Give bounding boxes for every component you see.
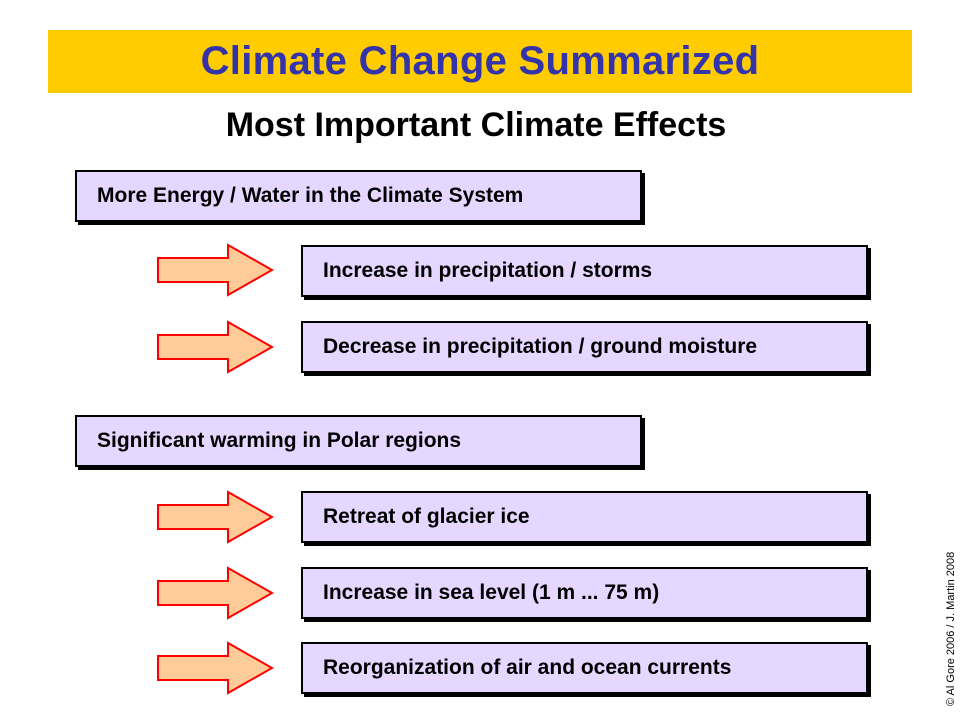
right-arrow-icon [157, 243, 274, 297]
effect-box-glacier-retreat: Retreat of glacier ice [301, 491, 868, 543]
effect-label: Reorganization of air and ocean currents [323, 656, 732, 679]
effect-box-sea-level: Increase in sea level (1 m ... 75 m) [301, 567, 868, 619]
effect-label: Decrease in precipitation / ground moist… [323, 335, 758, 358]
heading-label: Significant warming in Polar regions [97, 429, 462, 452]
heading-label: More Energy / Water in the Climate Syste… [97, 184, 524, 207]
right-arrow-icon [157, 320, 274, 374]
heading-box-energy-water: More Energy / Water in the Climate Syste… [75, 170, 642, 222]
page-subtitle: Most Important Climate Effects [225, 106, 727, 144]
page-title: Climate Change Summarized [200, 39, 760, 83]
effect-label: Increase in precipitation / storms [323, 259, 653, 282]
title-banner: Climate Change Summarized [48, 30, 912, 93]
effect-label: Retreat of glacier ice [323, 505, 530, 528]
heading-box-polar-warming: Significant warming in Polar regions [75, 415, 642, 467]
effect-label: Increase in sea level (1 m ... 75 m) [323, 581, 660, 604]
effect-box-precipitation-increase: Increase in precipitation / storms [301, 245, 868, 297]
effect-box-currents: Reorganization of air and ocean currents [301, 642, 868, 694]
right-arrow-icon [157, 566, 274, 620]
right-arrow-icon [157, 641, 274, 695]
copyright-credit: © Al Gore 2006 / J. Martin 2008 [945, 551, 957, 706]
effect-box-precipitation-decrease: Decrease in precipitation / ground moist… [301, 321, 868, 373]
right-arrow-icon [157, 490, 274, 544]
